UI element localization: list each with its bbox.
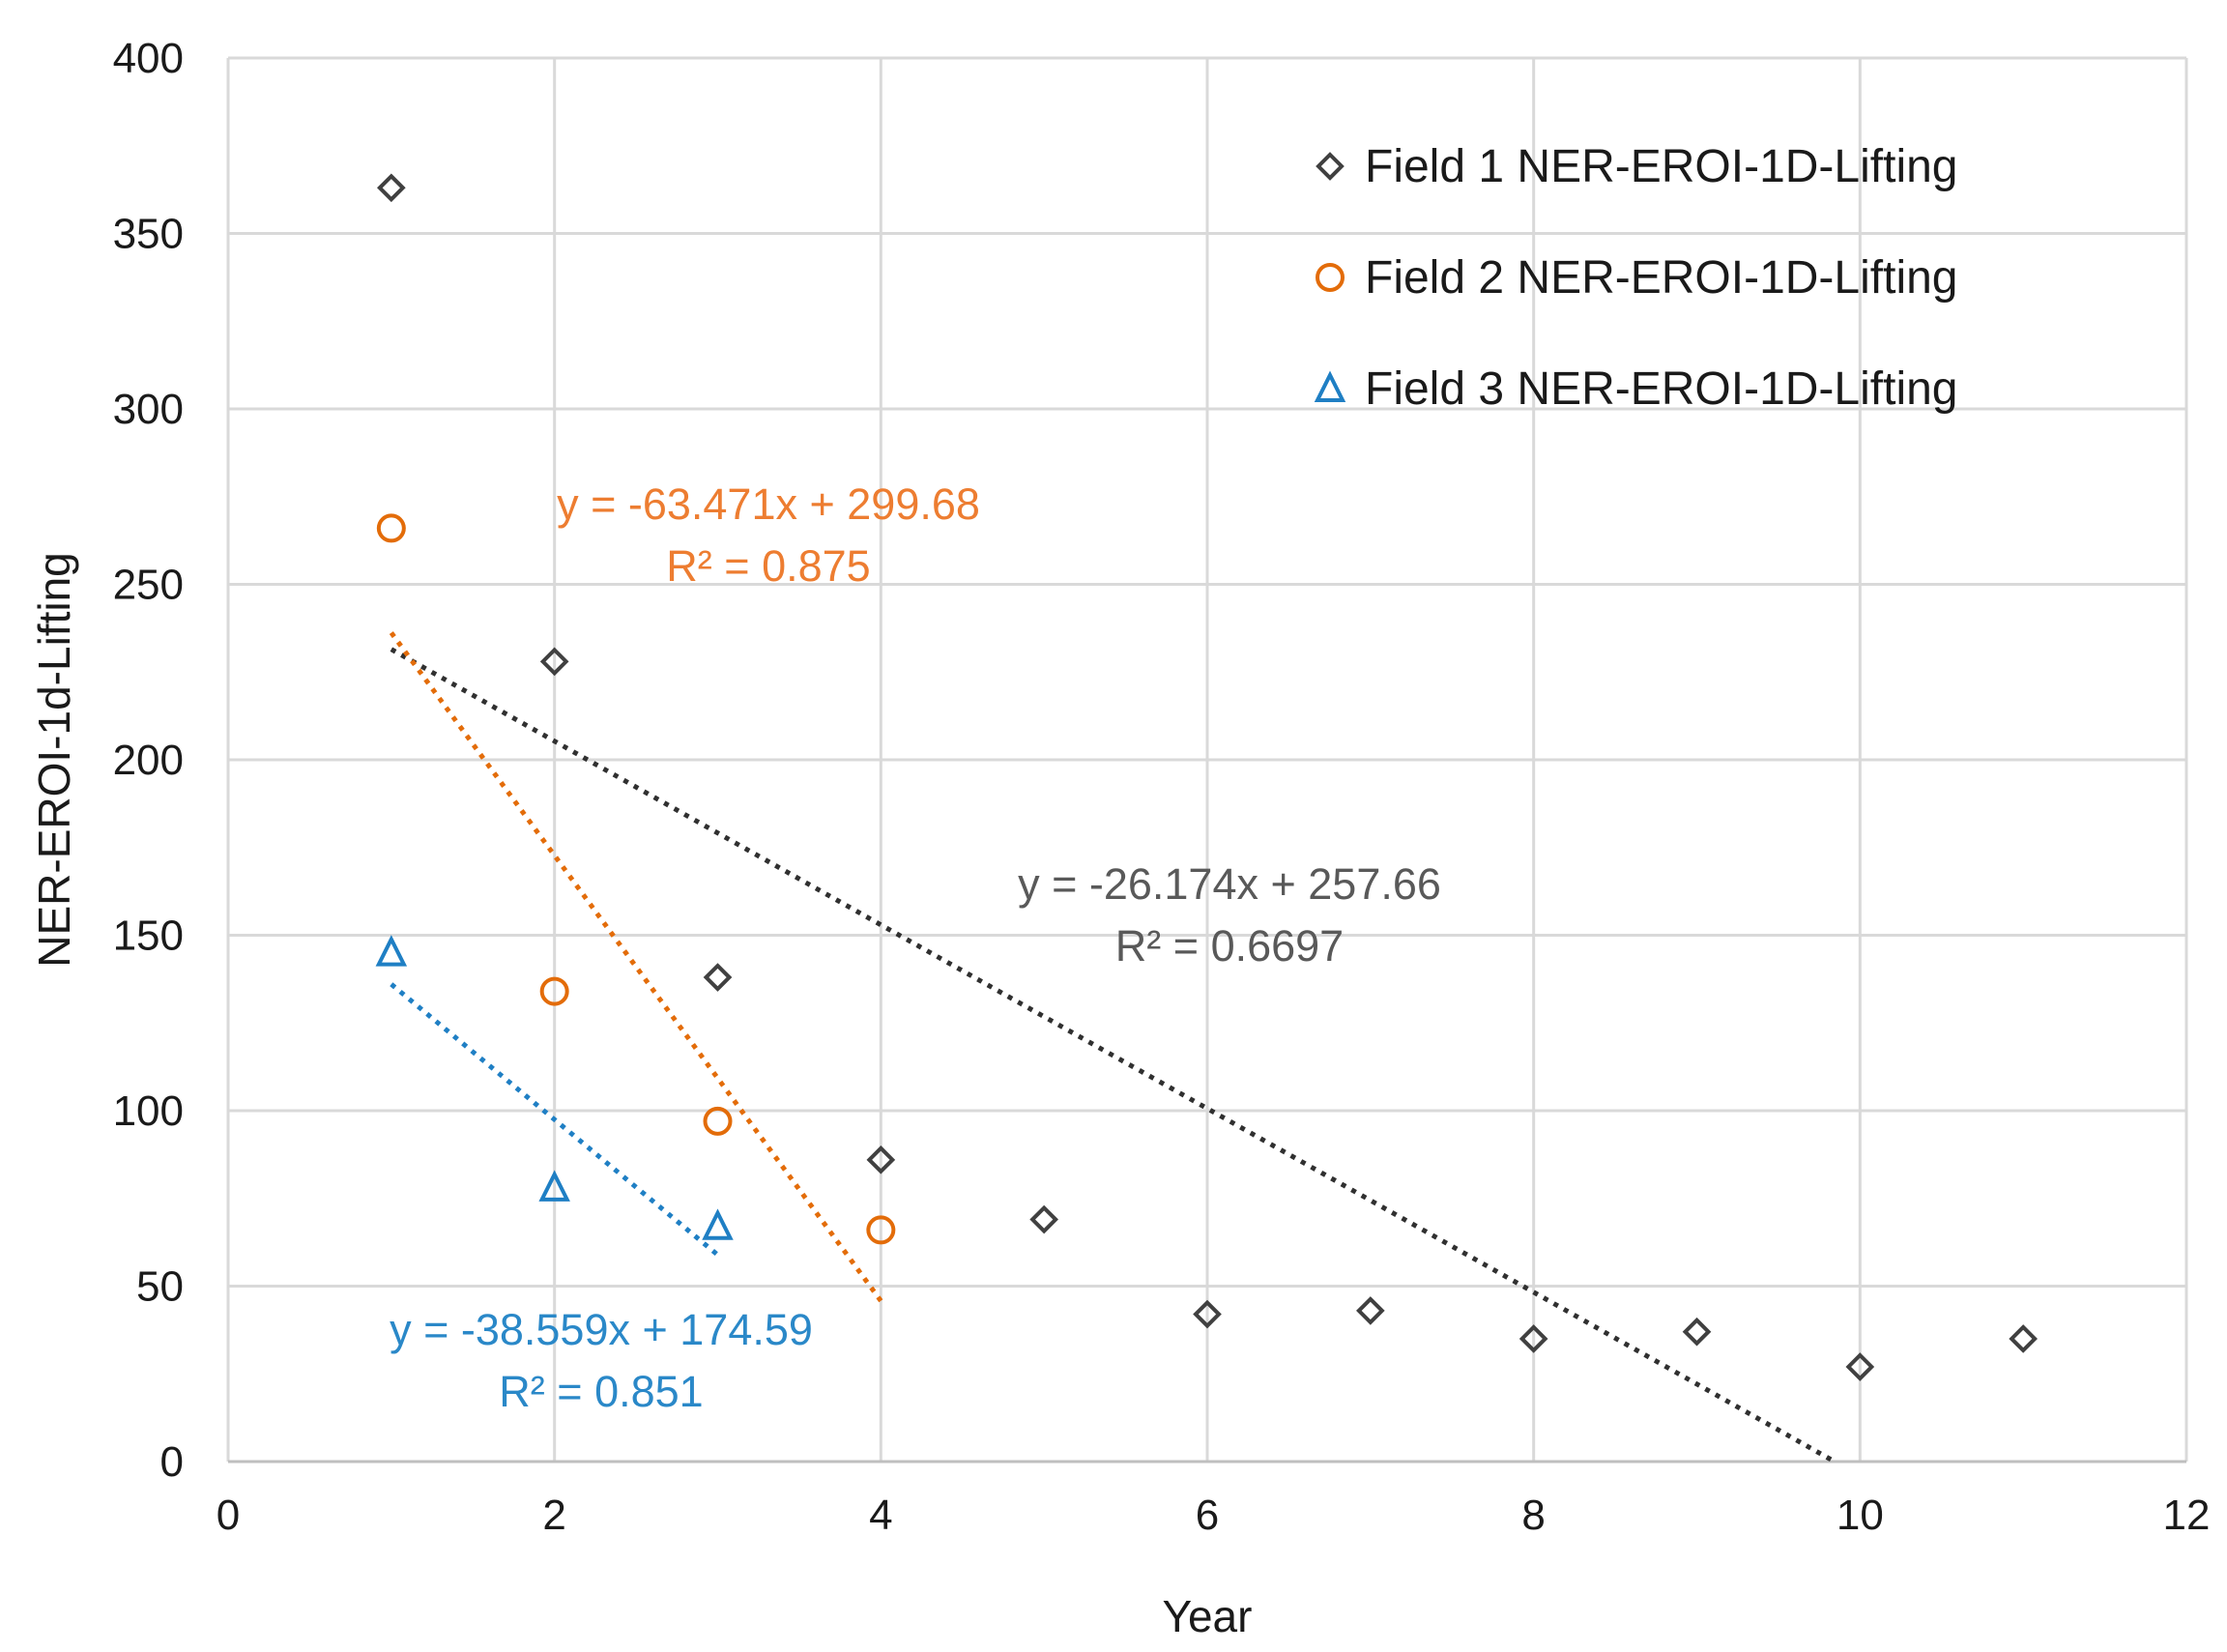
eq-field3: y = -38.559x + 174.59 bbox=[390, 1305, 813, 1354]
trendline-equations: y = -63.471x + 299.68 R² = 0.875 y = -26… bbox=[390, 479, 1441, 1416]
y-tick-label: 150 bbox=[113, 913, 184, 960]
trendlines bbox=[389, 631, 1836, 1464]
point-field2 bbox=[703, 1106, 733, 1136]
gridlines bbox=[226, 56, 2188, 1464]
tick-labels: 0 50 100 150 200 250 300 350 400 0 2 4 6 8 10 12 bbox=[113, 35, 2211, 1539]
trendline-field1 bbox=[390, 647, 1836, 1464]
point-field1 bbox=[1029, 1204, 1058, 1234]
data-points bbox=[375, 173, 2038, 1381]
r2-field3: R² = 0.851 bbox=[499, 1367, 703, 1416]
point-field1 bbox=[539, 647, 569, 677]
point-field1 bbox=[1356, 1296, 1385, 1325]
point-field1 bbox=[1518, 1324, 1548, 1353]
eq-field1: y = -26.174x + 257.66 bbox=[1018, 859, 1441, 909]
legend-label-field2: Field 2 NER-EROI-1D-Lifting bbox=[1365, 252, 1958, 304]
point-field2 bbox=[539, 976, 569, 1006]
legend: Field 1 NER-EROI-1D-Lifting Field 2 NER-… bbox=[1314, 141, 1958, 415]
legend-symbol-field2 bbox=[1316, 263, 1345, 292]
x-tick-label: 12 bbox=[2163, 1492, 2211, 1539]
legend-marker-field1 bbox=[1316, 152, 1345, 181]
point-field2 bbox=[376, 513, 406, 543]
point-field3 bbox=[375, 935, 408, 967]
x-tick-label: 6 bbox=[1196, 1492, 1219, 1539]
legend-marker-field3 bbox=[1314, 370, 1346, 402]
x-tick-label: 2 bbox=[542, 1492, 565, 1539]
y-tick-label: 250 bbox=[113, 562, 184, 609]
legend-label-field3: Field 3 NER-EROI-1D-Lifting bbox=[1365, 363, 1958, 415]
x-tick-label: 0 bbox=[217, 1492, 240, 1539]
trendline-field3 bbox=[390, 982, 720, 1258]
legend-symbol-field1 bbox=[1316, 152, 1345, 181]
y-tick-label: 100 bbox=[113, 1087, 184, 1135]
point-field1 bbox=[1845, 1352, 1875, 1381]
x-tick-label: 10 bbox=[1837, 1492, 1884, 1539]
eq-field2: y = -63.471x + 299.68 bbox=[557, 479, 980, 529]
point-field1 bbox=[377, 173, 406, 203]
legend-marker-field2 bbox=[1316, 263, 1345, 292]
y-tick-label: 0 bbox=[160, 1438, 184, 1486]
x-axis-title: Year bbox=[1163, 1591, 1253, 1641]
y-axis-title: NER-EROI-1d-Lifting bbox=[29, 552, 79, 967]
point-field1 bbox=[1193, 1299, 1222, 1329]
point-field1 bbox=[866, 1145, 896, 1174]
y-tick-label: 400 bbox=[113, 35, 184, 82]
legend-label-field1: Field 1 NER-EROI-1D-Lifting bbox=[1365, 141, 1958, 192]
point-field3 bbox=[702, 1208, 734, 1240]
y-tick-label: 350 bbox=[113, 211, 184, 258]
y-tick-label: 50 bbox=[136, 1263, 184, 1311]
x-tick-label: 4 bbox=[869, 1492, 892, 1539]
y-tick-label: 200 bbox=[113, 737, 184, 784]
point-field1 bbox=[2009, 1324, 2038, 1353]
point-field1 bbox=[703, 963, 733, 992]
y-tick-label: 300 bbox=[113, 386, 184, 433]
point-field2 bbox=[866, 1215, 896, 1245]
point-field3 bbox=[538, 1170, 570, 1202]
point-field1 bbox=[1682, 1317, 1712, 1347]
r2-field2: R² = 0.875 bbox=[666, 541, 870, 591]
x-tick-label: 8 bbox=[1521, 1492, 1545, 1539]
legend-symbol-field3 bbox=[1314, 370, 1346, 402]
r2-field1: R² = 0.6697 bbox=[1115, 921, 1344, 971]
